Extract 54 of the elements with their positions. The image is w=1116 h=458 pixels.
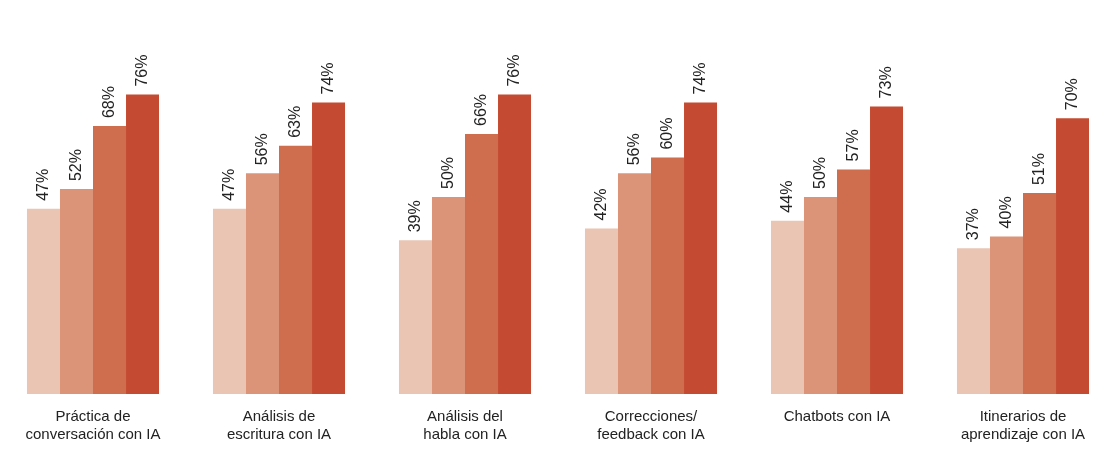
data-label: 39% xyxy=(405,200,423,233)
data-label: 63% xyxy=(285,105,303,138)
data-label: 74% xyxy=(318,62,336,95)
bar xyxy=(465,133,499,394)
bar xyxy=(584,228,618,394)
data-label: 76% xyxy=(132,54,150,87)
data-label: 50% xyxy=(810,156,828,189)
data-label: 47% xyxy=(219,168,237,201)
x-tick-label: Itinerarios de aprendizaje con IA xyxy=(960,407,1086,443)
bar xyxy=(312,102,346,394)
data-label: 73% xyxy=(876,66,894,99)
data-label: 44% xyxy=(777,180,795,213)
data-label: 56% xyxy=(624,133,642,166)
data-label: 76% xyxy=(504,54,522,87)
data-label: 74% xyxy=(690,62,708,95)
bar xyxy=(212,208,246,394)
data-label: 57% xyxy=(843,129,861,162)
x-tick-label: Análisis de escritura con IA xyxy=(226,407,332,443)
data-label: 51% xyxy=(1029,153,1047,186)
data-label: 70% xyxy=(1062,78,1080,111)
bar xyxy=(126,94,160,394)
bar xyxy=(1023,193,1057,394)
x-tick-label: Práctica de conversación con IA xyxy=(25,407,161,443)
data-label: 42% xyxy=(591,188,609,221)
bar xyxy=(956,248,990,394)
data-label: 37% xyxy=(963,208,981,241)
bar xyxy=(431,197,465,394)
data-label: 47% xyxy=(33,168,51,201)
bar xyxy=(837,169,871,394)
bar xyxy=(770,220,804,394)
data-label: 66% xyxy=(471,93,489,126)
bar xyxy=(1056,118,1090,394)
bar xyxy=(279,145,313,394)
bar xyxy=(498,94,532,394)
bar xyxy=(684,102,718,394)
data-label: 60% xyxy=(657,117,675,150)
data-label: 52% xyxy=(66,149,84,182)
bar xyxy=(803,197,837,394)
bar xyxy=(245,173,279,394)
bar xyxy=(989,236,1023,394)
bar xyxy=(870,106,904,394)
bar xyxy=(59,189,93,394)
bar xyxy=(26,208,60,394)
x-tick-label: Análisis del habla con IA xyxy=(423,407,507,443)
x-tick-label: Correcciones/ feedback con IA xyxy=(597,407,705,443)
x-tick-label: Chatbots con IA xyxy=(783,407,891,425)
data-label: 68% xyxy=(99,86,117,119)
data-label: 56% xyxy=(252,133,270,166)
bar xyxy=(651,157,685,394)
bar xyxy=(398,240,432,394)
bar xyxy=(93,126,127,394)
data-label: 50% xyxy=(438,156,456,189)
bar xyxy=(617,173,651,394)
data-label: 40% xyxy=(996,196,1014,229)
